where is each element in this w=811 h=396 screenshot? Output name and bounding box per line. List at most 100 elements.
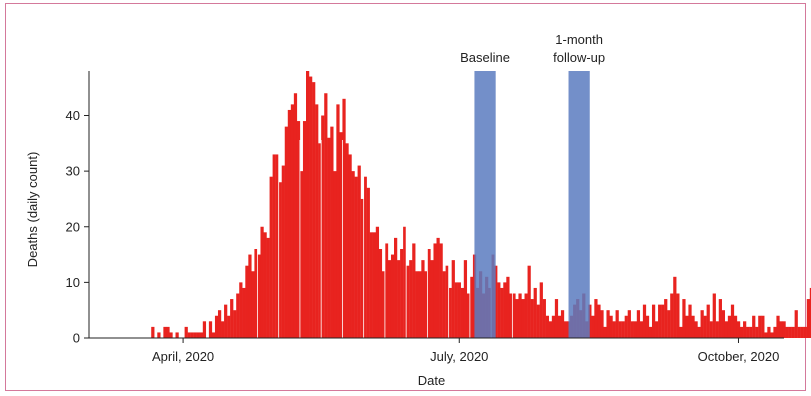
bar	[500, 287, 504, 338]
bar	[724, 321, 729, 338]
bar	[366, 187, 370, 338]
bar	[190, 332, 194, 338]
bar	[372, 232, 376, 338]
y-ticks: 0 10 20 30 40	[66, 108, 89, 346]
bar	[302, 121, 307, 338]
highlight-band-1	[474, 71, 496, 338]
bar	[809, 287, 811, 338]
bar	[327, 137, 331, 338]
bar	[299, 171, 304, 339]
bar	[542, 299, 546, 338]
bar	[718, 299, 722, 338]
bar	[342, 98, 346, 338]
bar	[448, 287, 452, 338]
bar	[281, 165, 285, 338]
bar	[721, 310, 726, 338]
bar	[224, 304, 228, 339]
bar	[421, 260, 425, 339]
bar	[221, 321, 225, 338]
bar	[278, 182, 282, 338]
bar	[451, 260, 455, 339]
bar	[730, 304, 735, 339]
annotations: Baseline 1-month follow-up	[460, 32, 605, 65]
bar	[269, 176, 273, 338]
x-tick-label: April, 2020	[152, 349, 214, 364]
bar	[211, 332, 216, 338]
bar	[557, 315, 562, 338]
bar	[670, 293, 674, 338]
bar	[196, 332, 200, 338]
bar	[715, 321, 719, 338]
bar	[457, 282, 461, 339]
bar	[315, 104, 319, 339]
bar	[375, 226, 380, 338]
bar	[803, 326, 807, 339]
bar	[712, 293, 716, 338]
bar	[788, 326, 792, 339]
bar	[797, 326, 801, 339]
bar	[378, 249, 383, 338]
bar	[245, 265, 249, 338]
bar	[633, 321, 637, 338]
bar	[351, 171, 355, 339]
bar	[539, 282, 543, 339]
bar	[512, 293, 516, 338]
bar	[266, 237, 270, 339]
bar	[779, 321, 783, 338]
bar	[469, 276, 474, 338]
bar	[515, 299, 519, 338]
bar	[594, 299, 598, 338]
bar	[409, 260, 413, 339]
bar	[739, 326, 744, 339]
bar	[330, 126, 334, 339]
bar	[184, 326, 188, 339]
bar	[588, 304, 592, 339]
bar	[560, 310, 565, 338]
bar	[554, 299, 559, 338]
y-tick-label: 40	[66, 108, 80, 123]
bar	[776, 315, 780, 338]
bar	[272, 154, 276, 338]
bar	[615, 310, 619, 338]
bar	[324, 93, 328, 338]
bar	[518, 293, 522, 338]
bar	[697, 326, 701, 339]
bar	[645, 315, 650, 338]
bar	[312, 82, 316, 339]
bar	[257, 254, 261, 338]
bar	[360, 198, 364, 338]
bar	[806, 299, 810, 338]
bar	[175, 332, 179, 338]
bar	[151, 326, 155, 339]
bar	[636, 310, 641, 338]
bar	[339, 132, 343, 338]
bar	[606, 310, 610, 338]
annotation-label: 1-month	[555, 32, 603, 47]
y-tick-label: 10	[66, 275, 80, 290]
bar	[166, 326, 170, 339]
bar	[227, 315, 231, 338]
bar	[357, 165, 361, 338]
bar	[785, 326, 789, 339]
bar	[202, 321, 207, 338]
bar	[494, 265, 498, 338]
bar	[536, 304, 540, 339]
bar	[791, 326, 795, 339]
bar	[387, 260, 392, 339]
bar	[394, 237, 398, 339]
bar	[318, 143, 322, 338]
bar	[321, 115, 325, 338]
bar	[782, 321, 786, 338]
bar	[384, 243, 389, 338]
bar	[545, 315, 549, 338]
bar	[679, 326, 683, 339]
bar	[400, 249, 404, 338]
bar	[597, 304, 601, 339]
bar	[390, 254, 395, 338]
bar	[551, 315, 556, 338]
bar	[648, 326, 653, 339]
bar	[254, 249, 258, 338]
bar	[415, 271, 419, 338]
bar	[752, 315, 756, 338]
